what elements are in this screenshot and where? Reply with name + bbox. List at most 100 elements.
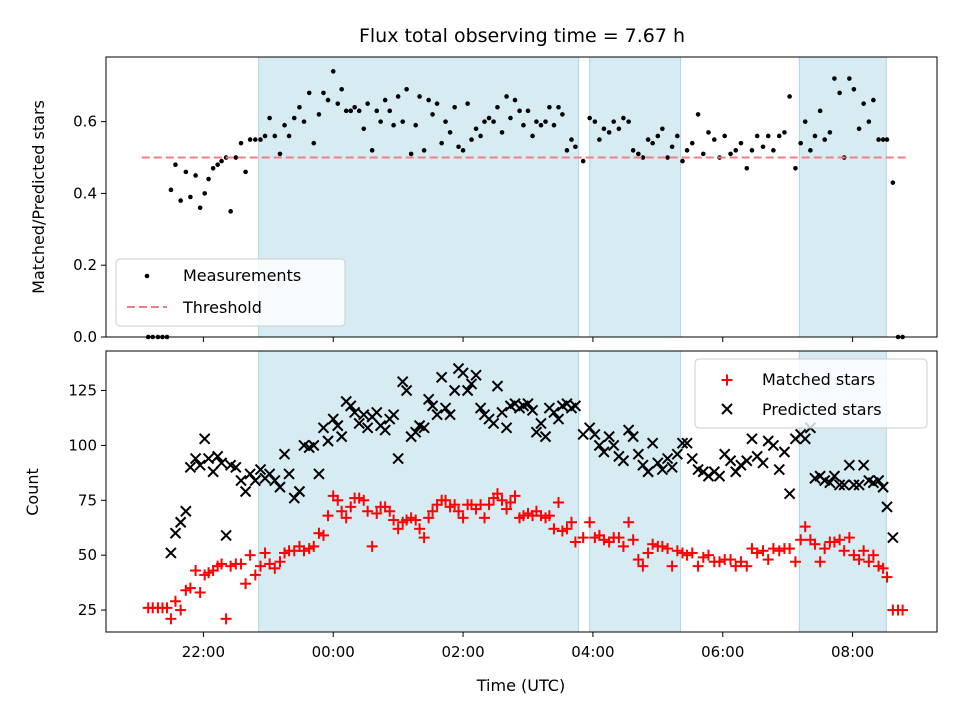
measurement-point [827, 130, 833, 135]
measurement-point [374, 108, 380, 114]
measurement-point [564, 148, 570, 153]
matched-star-point [751, 547, 763, 559]
predicted-star-point [552, 413, 565, 425]
measurement-point [352, 104, 357, 110]
matched-star-point [504, 496, 516, 508]
predicted-star-point [358, 408, 370, 421]
matched-star-point [863, 556, 875, 568]
matched-star-point [569, 536, 581, 548]
bottom-legend-box [694, 358, 928, 429]
predicted-star-point [348, 406, 361, 419]
measurement-point [640, 155, 646, 160]
measurement-point [439, 140, 444, 146]
predicted-star-point [778, 446, 791, 458]
measurement-point [880, 137, 886, 142]
predicted-star-point [500, 422, 513, 434]
predicted-star-point [607, 439, 620, 452]
predicted-star-point [379, 424, 391, 436]
legend-label-measurements: Measurements [183, 266, 301, 285]
measurement-point [645, 137, 651, 142]
measurement-point [722, 133, 728, 139]
measurement-point [443, 119, 448, 124]
measurement-point [706, 130, 711, 135]
measurement-point [530, 133, 535, 139]
series-measurements [145, 69, 905, 340]
measurement-point [311, 140, 317, 146]
matched-star-point [809, 538, 821, 550]
measurement-point [253, 137, 258, 142]
measurement-point [866, 119, 872, 124]
predicted-star-point [686, 452, 698, 465]
matched-star-point [617, 540, 629, 552]
matched-star-point [725, 554, 737, 566]
measurement-point [404, 87, 409, 92]
matched-star-point [366, 540, 378, 552]
matched-star-point [423, 512, 435, 524]
matched-star-point [784, 543, 796, 555]
matched-star-point [496, 494, 508, 506]
measurement-point [452, 104, 457, 110]
predicted-star-point [239, 485, 252, 498]
matched-star-point [692, 560, 704, 572]
predicted-star-point [184, 461, 197, 474]
predicted-star-point [843, 459, 856, 471]
measurement-point [378, 119, 383, 124]
matched-star-point [795, 534, 807, 546]
predicted-star-point [661, 452, 674, 465]
measurement-point [417, 94, 422, 99]
measurement-point [356, 108, 362, 114]
predicted-star-point [293, 485, 306, 498]
measurement-point [272, 133, 278, 139]
x-tick-label: 08:00 [831, 643, 874, 661]
matched-star-point [584, 516, 596, 528]
measurement-point [738, 140, 744, 146]
measurement-point [700, 151, 706, 157]
predicted-star-point [431, 408, 443, 421]
measurement-point [173, 162, 178, 167]
measurement-point [787, 94, 792, 99]
bottom-axes-frame [105, 350, 938, 633]
predicted-star-point [598, 446, 610, 458]
predicted-star-point [283, 468, 295, 480]
predicted-star-point [848, 479, 860, 491]
matched-star-point [767, 543, 779, 555]
measurement-point [560, 112, 565, 117]
measurement-point [335, 101, 341, 106]
measurement-point [592, 119, 598, 124]
predicted-star-point [418, 422, 430, 434]
matched-star-point [414, 523, 426, 535]
legend-label-matched: Matched stars [762, 370, 875, 389]
predicted-star-point [881, 501, 893, 513]
measurement-point [508, 115, 513, 121]
predicted-star-point [435, 371, 448, 384]
matched-star-point [345, 501, 357, 513]
top-panel: 0.0 0.2 0.4 0.6 Matched/Predicted stars Mea… [29, 56, 938, 346]
measurement-point [202, 191, 207, 196]
measurement-point [621, 115, 626, 121]
predicted-star-point [220, 529, 232, 542]
matched-star-point [867, 549, 879, 561]
matched-star-point [671, 545, 683, 557]
predicted-star-point [345, 400, 357, 412]
measurement-point [538, 122, 544, 128]
predicted-star-point [702, 470, 715, 482]
measurement-point [297, 104, 302, 110]
measurement-point [597, 137, 602, 142]
matched-star-point [553, 496, 565, 508]
matched-star-point [819, 543, 831, 555]
matched-star-point [255, 560, 267, 572]
measurement-point [478, 133, 483, 139]
measurement-point [689, 140, 695, 146]
predicted-star-point [838, 479, 850, 491]
measurement-point [267, 115, 272, 121]
measurement-point [382, 97, 388, 103]
measurement-point [395, 94, 401, 99]
predicted-star-point [387, 408, 400, 421]
legend-label-predicted: Predicted stars [762, 400, 882, 419]
predicted-star-point [569, 400, 582, 412]
predicted-star-point [671, 448, 684, 460]
matched-star-point [834, 534, 846, 546]
matched-star-point [336, 505, 348, 517]
series-matched-stars [142, 488, 909, 625]
